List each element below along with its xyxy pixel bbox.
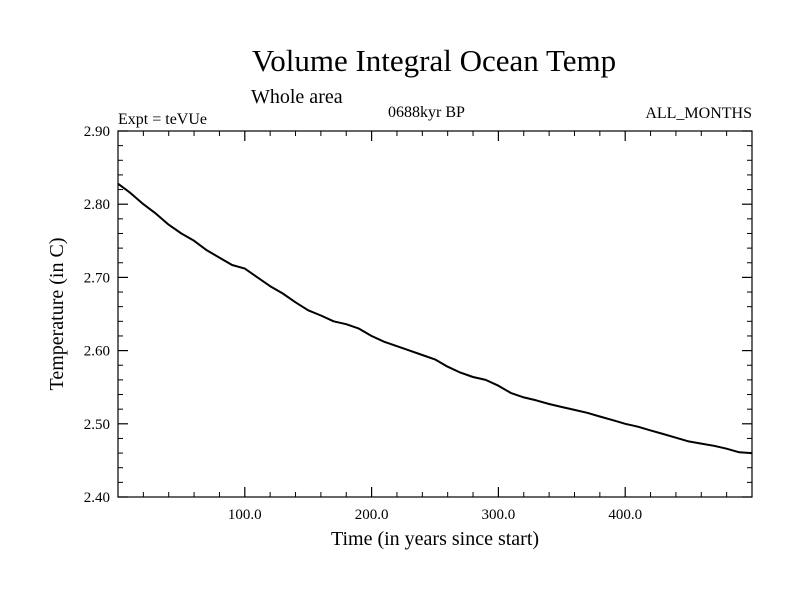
series-line — [117, 182, 753, 455]
experiment-label: Expt = teVUe — [118, 111, 207, 128]
y-tick-label: 2.40 — [84, 490, 110, 506]
axis-ticks — [118, 130, 752, 498]
period-label: 0688kyr BP — [388, 104, 465, 121]
y-tick-label: 2.70 — [84, 270, 110, 286]
x-tick-label: 100.0 — [228, 507, 262, 523]
chart-subtitle: Whole area — [251, 86, 343, 108]
y-tick-label: 2.90 — [84, 124, 110, 140]
x-tick-label: 400.0 — [608, 507, 642, 523]
y-axis-label: Temperature (in C) — [46, 238, 68, 391]
y-tick-labels: 2.40 2.50 2.60 2.70 2.80 2.90 — [84, 124, 110, 506]
chart-title: Volume Integral Ocean Temp — [252, 43, 616, 78]
x-tick-labels: 100.0 200.0 300.0 400.0 — [228, 507, 642, 523]
y-tick-label: 2.60 — [84, 344, 110, 360]
plot-frame — [117, 130, 753, 498]
y-tick-label: 2.80 — [84, 197, 110, 213]
y-tick-label: 2.50 — [84, 417, 110, 433]
x-tick-label: 300.0 — [482, 507, 516, 523]
months-label: ALL_MONTHS — [645, 105, 752, 122]
x-axis-label: Time (in years since start) — [331, 528, 539, 550]
x-tick-label: 200.0 — [355, 507, 389, 523]
